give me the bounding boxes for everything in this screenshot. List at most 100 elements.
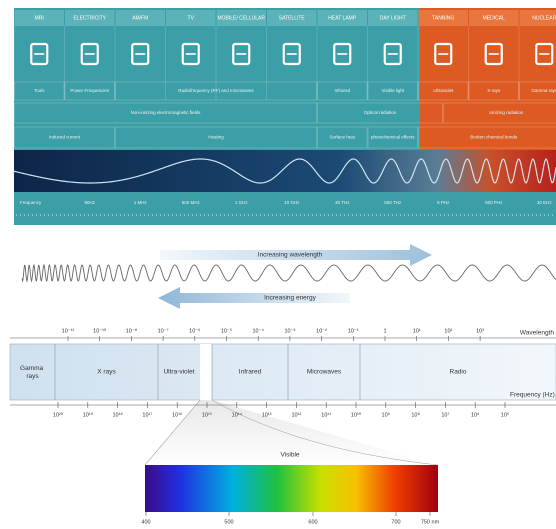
cell-label: Non-ionizing electromagnetic fields: [131, 110, 202, 115]
cell: [317, 81, 368, 101]
header-cell: [519, 10, 556, 26]
cell-label: Ultraviolet: [433, 88, 454, 93]
cell: [418, 126, 556, 149]
frequency-tick: 10¹⁸: [112, 411, 122, 418]
frequency-tick: 10¹⁰: [351, 411, 362, 418]
column-header: DAY LIGHT: [380, 15, 406, 21]
wave: [13, 157, 556, 184]
cell-label: Broken chemical bonds: [470, 135, 518, 140]
cell: [418, 81, 469, 101]
column-header: TV: [188, 15, 195, 21]
cell: [519, 81, 556, 101]
column-header: AM/FM: [132, 15, 148, 21]
cell: [14, 126, 115, 149]
frequency: 30 EHz: [537, 200, 553, 205]
wavelength-label: Wavelength: [520, 330, 554, 337]
band-label: Gamma rays: [20, 365, 45, 380]
cell-label: Visible light: [381, 88, 404, 93]
wavelength-tick: 10⁻⁶: [189, 327, 200, 334]
icon: [232, 42, 251, 66]
frequency-tick: 10¹⁷: [142, 411, 152, 418]
frequency: 5 PHz: [437, 200, 450, 205]
frequency-tick: 10⁶: [471, 411, 479, 418]
header-cell: [317, 10, 367, 26]
frequency-tick: 10⁵: [501, 411, 509, 418]
wavelength-tick: 10⁻¹: [348, 328, 359, 334]
visible-gap: [200, 344, 212, 400]
header-cell: [418, 10, 468, 26]
icon: [434, 42, 453, 66]
ionizing-area: [420, 8, 556, 150]
cell: [367, 81, 418, 101]
wavelength-tick: 10⁻⁴: [253, 327, 265, 334]
wavelength-tick: 10⁻¹⁰: [93, 327, 107, 334]
wavelength-tick: 10⁻⁸: [126, 327, 137, 334]
cell: [64, 81, 115, 101]
icon: [333, 42, 352, 66]
visible-bar: [145, 465, 438, 512]
frequency: 30 THz: [335, 200, 350, 205]
cell: [468, 81, 519, 101]
column-header: SATELLITE: [279, 15, 306, 21]
cell: [317, 126, 368, 149]
icon: [484, 42, 503, 66]
column-header: MOBILE/ CELLULAR: [217, 15, 265, 21]
header-cell: [368, 10, 418, 26]
visible-tick: 400: [141, 519, 150, 525]
icon: [282, 42, 301, 66]
header-cell: [166, 10, 216, 26]
visible-tick: 750 nm: [421, 519, 440, 525]
frequency-tick: 10¹³: [262, 412, 272, 418]
cell-label: Surface heat: [329, 135, 355, 140]
wavelength-tick: 10¹: [413, 328, 421, 334]
cell: [115, 126, 317, 149]
wave-band: [14, 150, 556, 192]
band-label: Microwaves: [307, 369, 342, 376]
visible-label: Visible: [280, 452, 299, 459]
cell-label: Radiofrequency (RF) and microwaves: [178, 88, 254, 93]
icon: [80, 42, 99, 66]
cell-label: Induced current: [49, 135, 81, 140]
cell-label: Ionizing radiation: [489, 110, 524, 115]
cell-label: Power Frequencies: [70, 88, 110, 93]
wavelength-tick: 10⁻²: [316, 328, 327, 334]
visible-tick: 700: [391, 519, 400, 525]
icon: [181, 42, 200, 66]
wavelength-tick: 10⁻⁷: [158, 327, 169, 334]
frequency-tick: 10⁹: [382, 411, 390, 418]
column-header: TANNING: [432, 15, 454, 21]
icon: [30, 42, 49, 66]
cell: [443, 102, 556, 124]
cell: [14, 81, 65, 101]
column-header: MRI: [35, 15, 44, 21]
frequency: Frequency: [20, 200, 42, 205]
frequency-tick: 10¹⁵: [202, 411, 212, 418]
band-label: Radio: [450, 369, 467, 376]
header-cell: [65, 10, 115, 26]
wavelength-arrow-label: Increasing wavelength: [258, 252, 323, 259]
frequency-tick: 10¹⁴: [232, 411, 243, 418]
band-label: Infrared: [239, 369, 262, 376]
cell: [115, 81, 317, 101]
column-header: NUCLEAR: [532, 15, 556, 21]
wavelength-tick: 10⁻⁵: [221, 327, 232, 334]
cell-label: Gamma rays: [531, 88, 556, 93]
energy-arrow-label: Increasing energy: [264, 295, 316, 302]
cell-label: Tools: [34, 88, 45, 93]
spectrum-wave: [21, 263, 556, 283]
cell: [367, 126, 418, 149]
wavelength-tick: 10⁻³: [284, 328, 295, 334]
column-header: MEDICAL: [483, 15, 505, 21]
frequency-label: Frequency (Hz): [510, 392, 555, 399]
wavelength-tick: 10³: [476, 328, 484, 334]
cell-label: X-rays: [487, 88, 501, 93]
cell-label: Optical radiation: [364, 110, 397, 115]
header-cell: [14, 10, 64, 26]
header-cell: [216, 10, 266, 26]
visible-cone: [145, 400, 438, 465]
frequency-tick: 10⁷: [441, 411, 449, 418]
wavelength-tick: 1: [383, 328, 386, 334]
frequency-tick: 10¹⁹: [83, 411, 93, 418]
icon: [131, 42, 150, 66]
